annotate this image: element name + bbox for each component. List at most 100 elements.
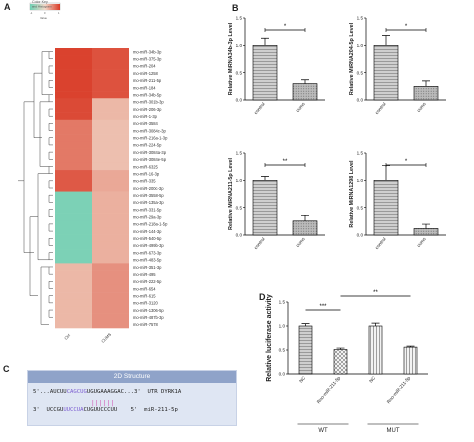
row-label: mo-miR-499b-3p	[133, 243, 164, 248]
row-label: mo-miR-200c-3p	[133, 186, 164, 191]
structure-panel: 2D Structure 5'...AUCUUCAGCUGUGUGAAAGGAC…	[27, 370, 237, 426]
heatmap-cell	[92, 213, 129, 221]
panel-label-c: C	[3, 364, 10, 374]
y-axis-label: Relative MiRNA204-5p Level	[349, 22, 355, 95]
heatmap-cell	[92, 198, 129, 207]
bar	[252, 180, 278, 236]
heatmap-cell	[55, 148, 92, 156]
row-labels: mo-miR-34b-3p mo-miR-375-3p mo-miR-204 mo-m…	[133, 49, 168, 327]
heatmap-cell	[92, 241, 129, 250]
x-tick-label: Rno-miR-211-5p	[316, 375, 342, 404]
y-tick-label: 0.5	[357, 70, 364, 75]
heatmap-cell	[55, 256, 92, 264]
row-label: mo-miR-331-5p	[133, 207, 162, 212]
utr-sequence: 5'...AUCUUCAGCUGUGUGAAAGGAC...3' UTR DYR…	[33, 389, 182, 395]
heatmap-cell	[55, 220, 92, 228]
heatmap-cell	[55, 83, 92, 92]
x-tick-label: cums	[295, 236, 306, 248]
bar-chart: 0.0 0.5 1.0 1.5 Relative luciferase activity…	[266, 290, 428, 434]
y-axis-label: Relative luciferase activity	[266, 294, 273, 382]
heatmap-cell	[92, 148, 129, 156]
row-label: mo-miR-351-3p	[133, 265, 162, 270]
x-tick-label: control	[253, 101, 266, 115]
heatmap-cell	[55, 299, 92, 307]
dendrogram-branch	[39, 101, 49, 167]
heatmap-cell	[55, 62, 92, 70]
significance-label: **	[283, 159, 288, 165]
error-bar	[301, 323, 310, 326]
row-label: mo-miR-206-3p	[133, 107, 162, 112]
color-key-xlabel: Value	[40, 16, 47, 20]
bar	[333, 349, 348, 375]
heatmap-cell	[55, 119, 92, 128]
dendrogram-branch	[48, 94, 53, 103]
heatmap-cell	[55, 306, 92, 314]
y-tick-label: 0.0	[357, 98, 364, 103]
row-label: mo-miR-222-5p	[133, 279, 162, 284]
bar	[252, 45, 278, 101]
heatmap-cell	[55, 292, 92, 300]
row-label: mo-miR-3120	[133, 301, 159, 306]
heatmap-cell	[55, 91, 92, 99]
error-bar	[422, 80, 430, 87]
row-label: mo-miR-1258	[133, 71, 159, 76]
error-bar	[261, 176, 269, 181]
dendrogram-branch	[48, 223, 53, 232]
bar	[292, 220, 318, 236]
heatmap-cell	[92, 162, 129, 171]
row-label: mo-miR-3084a-3p	[133, 150, 167, 155]
heatmap-cell	[92, 256, 129, 264]
heatmap-cell	[92, 126, 129, 135]
row-label: mo-miR-184	[133, 85, 156, 90]
heatmap-cell	[92, 177, 129, 185]
y-tick-label: 1.0	[236, 178, 243, 183]
dendrogram-branch	[48, 51, 53, 60]
row-label: mo-miR-3084e-5p	[133, 157, 167, 162]
heatmap-cell	[92, 62, 129, 70]
error-bar	[406, 345, 415, 348]
heatmap-cell	[92, 227, 129, 235]
heatmap-cell	[92, 105, 129, 113]
row-label: mo-miR-1-3p	[133, 114, 158, 119]
heatmap-cell	[92, 134, 129, 142]
x-tick-label: cums	[295, 101, 306, 113]
significance-bracket-end	[385, 28, 427, 32]
y-axis-label: Relative MiRNA1298 Level	[349, 160, 355, 228]
row-label: mo-miR-3584	[133, 121, 159, 126]
heatmap-cell	[55, 48, 92, 56]
x-tick-label: control	[374, 101, 387, 115]
error-bar	[382, 35, 390, 46]
row-label: mo-miR-1306-5p	[133, 308, 164, 313]
row-label: mo-miR-6325	[133, 164, 159, 169]
group-label: WT	[318, 428, 328, 434]
panel-label-b: B	[232, 3, 239, 13]
panel-label-a: A	[4, 2, 11, 12]
heatmap-cell	[55, 198, 92, 207]
column-label-ctrl: Ctrl	[63, 333, 71, 341]
significance-bracket-end	[385, 163, 427, 167]
dendrogram-branch	[48, 309, 53, 318]
heatmap-cell	[55, 105, 92, 113]
row-label: mo-miR-615	[133, 293, 156, 298]
y-tick-label: 1.5	[236, 151, 243, 156]
error-bar	[422, 223, 430, 229]
row-label: mo-miR-483-5p	[133, 258, 162, 263]
heatmap-cell	[55, 313, 92, 322]
axis-line	[287, 302, 428, 375]
heatmap-cell	[55, 177, 92, 185]
heatmap-cell	[55, 170, 92, 178]
error-bar	[261, 37, 269, 46]
structure-title: 2D Structure	[28, 371, 236, 383]
heatmap-cell	[55, 320, 92, 329]
heatmap-cell	[55, 213, 92, 221]
axis-line	[244, 18, 325, 101]
heatmap-cell	[92, 277, 129, 286]
row-dendrogram	[18, 51, 53, 325]
group-label: MUT	[387, 428, 400, 434]
dendrogram-branch	[48, 80, 53, 88]
y-tick-label: 1.5	[357, 16, 364, 21]
heatmap-cell	[92, 48, 129, 56]
color-key-tick: 0	[44, 11, 46, 15]
